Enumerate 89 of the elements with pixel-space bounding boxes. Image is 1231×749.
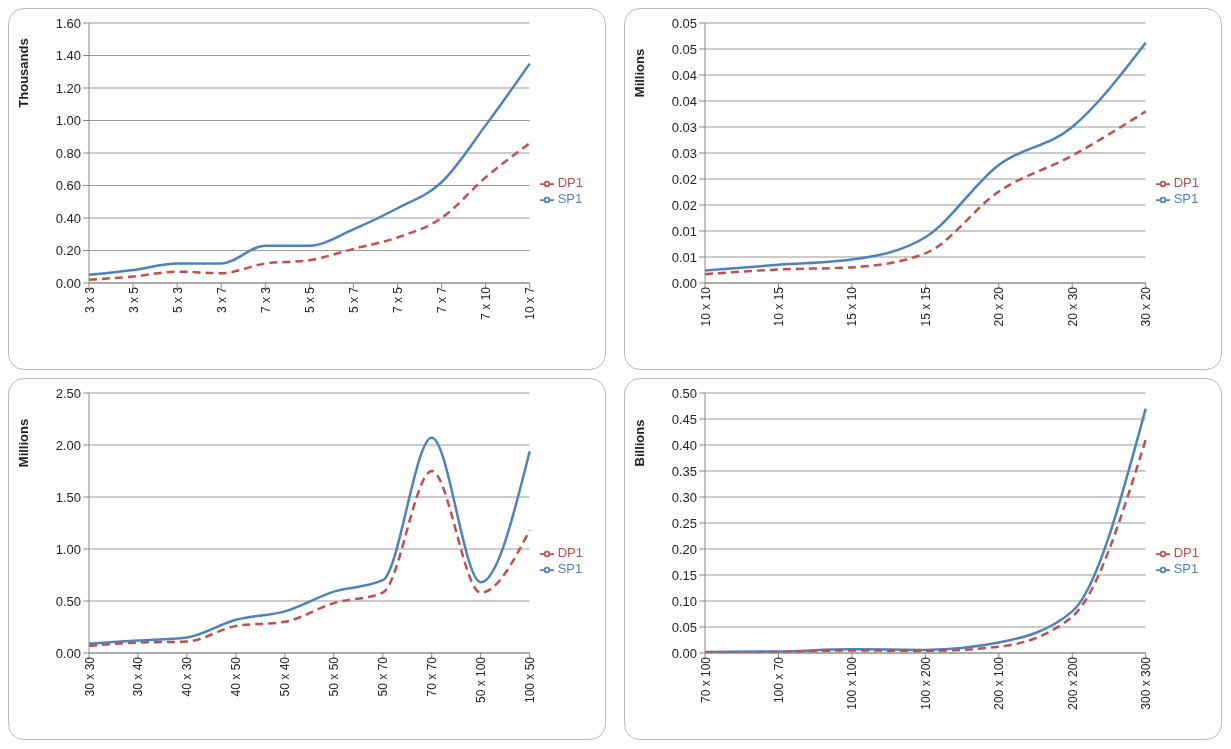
x-tick-label: 100 x 200 [918, 656, 933, 710]
x-tick-label: 100 x 70 [771, 656, 786, 704]
y-tick-label: 0.15 [671, 567, 697, 583]
y-tick-label: 1.60 [55, 15, 81, 31]
x-tick-label: 7 x 3 [258, 286, 273, 314]
y-tick-label: 0.45 [671, 411, 697, 427]
line-series [87, 62, 531, 277]
y-tick-label: 0.25 [671, 515, 697, 531]
x-tick-label: 7 x 5 [391, 286, 406, 314]
x-tick-label: 5 x 7 [346, 286, 361, 314]
line-series [87, 469, 531, 647]
y-tick-label: 0.30 [671, 489, 697, 505]
x-tick-label: 200 x 100 [992, 656, 1007, 710]
x-tick-label: 100 x 100 [845, 656, 860, 710]
x-tick-label: 200 x 200 [1065, 656, 1080, 710]
x-tick-label: 10 x 7 [523, 286, 538, 320]
y-tick-label: 0.40 [671, 437, 697, 453]
x-tick-label: 30 x 30 [82, 656, 97, 697]
x-tick-label: 30 x 40 [131, 656, 146, 697]
y-tick-label: 0.50 [671, 385, 697, 401]
y-tick-label: 0.05 [671, 15, 697, 31]
y-tick-label: 0.03 [671, 119, 697, 135]
y-axis-title: Thousands [15, 38, 31, 108]
y-axis-title: Billions [631, 419, 647, 467]
y-tick-label: 1.40 [55, 48, 81, 64]
x-tick-label: 10 x 10 [698, 286, 713, 327]
x-tick-label: 300 x 300 [1139, 656, 1154, 710]
x-tick-label: 50 x 100 [474, 656, 489, 704]
y-tick-label: 0.03 [671, 145, 697, 161]
y-tick-label: 0.10 [671, 593, 697, 609]
y-axis-title: Millions [15, 418, 31, 468]
y-tick-label: 0.00 [55, 275, 81, 291]
x-tick-label: 3 x 5 [126, 286, 141, 314]
x-tick-label: 50 x 70 [376, 656, 391, 697]
x-tick-label: 3 x 3 [82, 286, 97, 314]
line-series [703, 41, 1147, 272]
x-tick-label: 20 x 20 [992, 286, 1007, 327]
legend-label: DP1 [1173, 175, 1199, 191]
y-tick-label: 0.00 [671, 645, 697, 661]
x-tick-label: 40 x 30 [180, 656, 195, 697]
y-tick-label: 0.04 [671, 67, 697, 83]
y-tick-label: 0.02 [671, 171, 697, 187]
x-tick-label: 3 x 7 [214, 286, 229, 314]
legend-label: DP1 [1173, 545, 1199, 561]
y-tick-label: 0.60 [55, 178, 81, 194]
x-tick-label: 50 x 50 [327, 656, 342, 697]
x-tick-label: 70 x 70 [425, 656, 440, 697]
y-tick-label: 0.20 [671, 541, 697, 557]
x-tick-label: 5 x 3 [170, 286, 185, 314]
x-tick-label: 7 x 10 [479, 286, 494, 320]
y-tick-label: 1.00 [55, 541, 81, 557]
x-tick-label: 15 x 10 [845, 286, 860, 327]
x-tick-label: 30 x 20 [1139, 286, 1154, 327]
x-tick-label: 40 x 50 [229, 656, 244, 697]
x-tick-label: 70 x 100 [698, 656, 713, 704]
y-tick-label: 0.05 [671, 41, 697, 57]
y-tick-label: 2.50 [55, 385, 81, 401]
y-tick-label: 0.04 [671, 93, 697, 109]
legend-label: SP1 [1173, 191, 1199, 206]
y-axis-title: Millions [631, 48, 647, 98]
line-series [87, 436, 531, 645]
y-tick-label: 0.01 [671, 223, 697, 239]
legend-label: SP1 [557, 191, 583, 206]
x-tick-label: 50 x 40 [278, 656, 293, 697]
legend-label: SP1 [1173, 561, 1199, 576]
y-tick-label: 0.00 [671, 275, 697, 291]
x-tick-label: 20 x 30 [1065, 286, 1080, 327]
x-tick-label: 100 x 50 [523, 656, 538, 704]
y-tick-label: 0.05 [671, 619, 697, 635]
x-tick-label: 7 x 7 [435, 286, 450, 314]
y-tick-label: 2.00 [55, 437, 81, 453]
y-tick-label: 0.20 [55, 243, 81, 259]
legend-label: DP1 [557, 175, 583, 191]
legend-label: SP1 [557, 561, 583, 576]
line-series [703, 110, 1147, 276]
y-tick-label: 0.50 [55, 593, 81, 609]
x-tick-label: 5 x 5 [302, 286, 317, 314]
y-tick-label: 0.80 [55, 145, 81, 161]
y-tick-label: 0.01 [671, 249, 697, 265]
y-tick-label: 1.20 [55, 80, 81, 96]
y-tick-label: 0.40 [55, 210, 81, 226]
x-tick-label: 10 x 15 [771, 286, 786, 327]
y-tick-label: 0.35 [671, 463, 697, 479]
y-tick-label: 1.50 [55, 489, 81, 505]
y-tick-label: 0.00 [55, 645, 81, 661]
y-tick-label: 0.02 [671, 197, 697, 213]
x-tick-label: 15 x 15 [918, 286, 933, 327]
legend-label: DP1 [557, 545, 583, 561]
y-tick-label: 1.00 [55, 113, 81, 129]
